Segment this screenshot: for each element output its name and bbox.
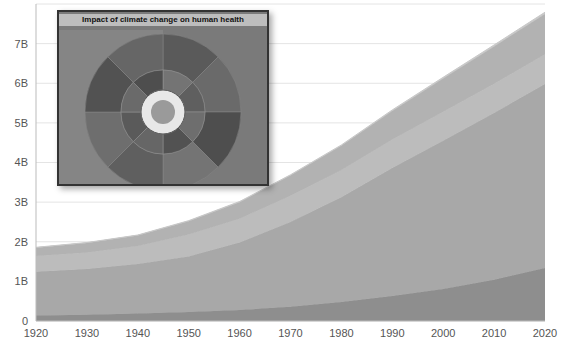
svg-text:1970: 1970 — [278, 327, 302, 339]
svg-text:3B: 3B — [15, 196, 28, 208]
svg-text:1980: 1980 — [329, 327, 353, 339]
svg-text:1940: 1940 — [126, 327, 150, 339]
svg-text:1990: 1990 — [380, 327, 404, 339]
svg-text:2B: 2B — [15, 236, 28, 248]
svg-text:4B: 4B — [15, 156, 28, 168]
svg-text:7B: 7B — [15, 38, 28, 50]
svg-text:1930: 1930 — [75, 327, 99, 339]
svg-text:1960: 1960 — [227, 327, 251, 339]
svg-text:6B: 6B — [15, 77, 28, 89]
svg-text:1950: 1950 — [176, 327, 200, 339]
svg-text:1B: 1B — [15, 275, 28, 287]
html-text:Impact of climate change on hu: Impact of climate change on human health — [82, 15, 244, 24]
svg-text:5B: 5B — [15, 117, 28, 129]
svg-text:2000: 2000 — [431, 327, 455, 339]
svg-text:0: 0 — [22, 315, 28, 327]
svg-text:2020: 2020 — [533, 327, 557, 339]
svg-text:2010: 2010 — [482, 327, 506, 339]
svg-text:1920: 1920 — [24, 327, 48, 339]
